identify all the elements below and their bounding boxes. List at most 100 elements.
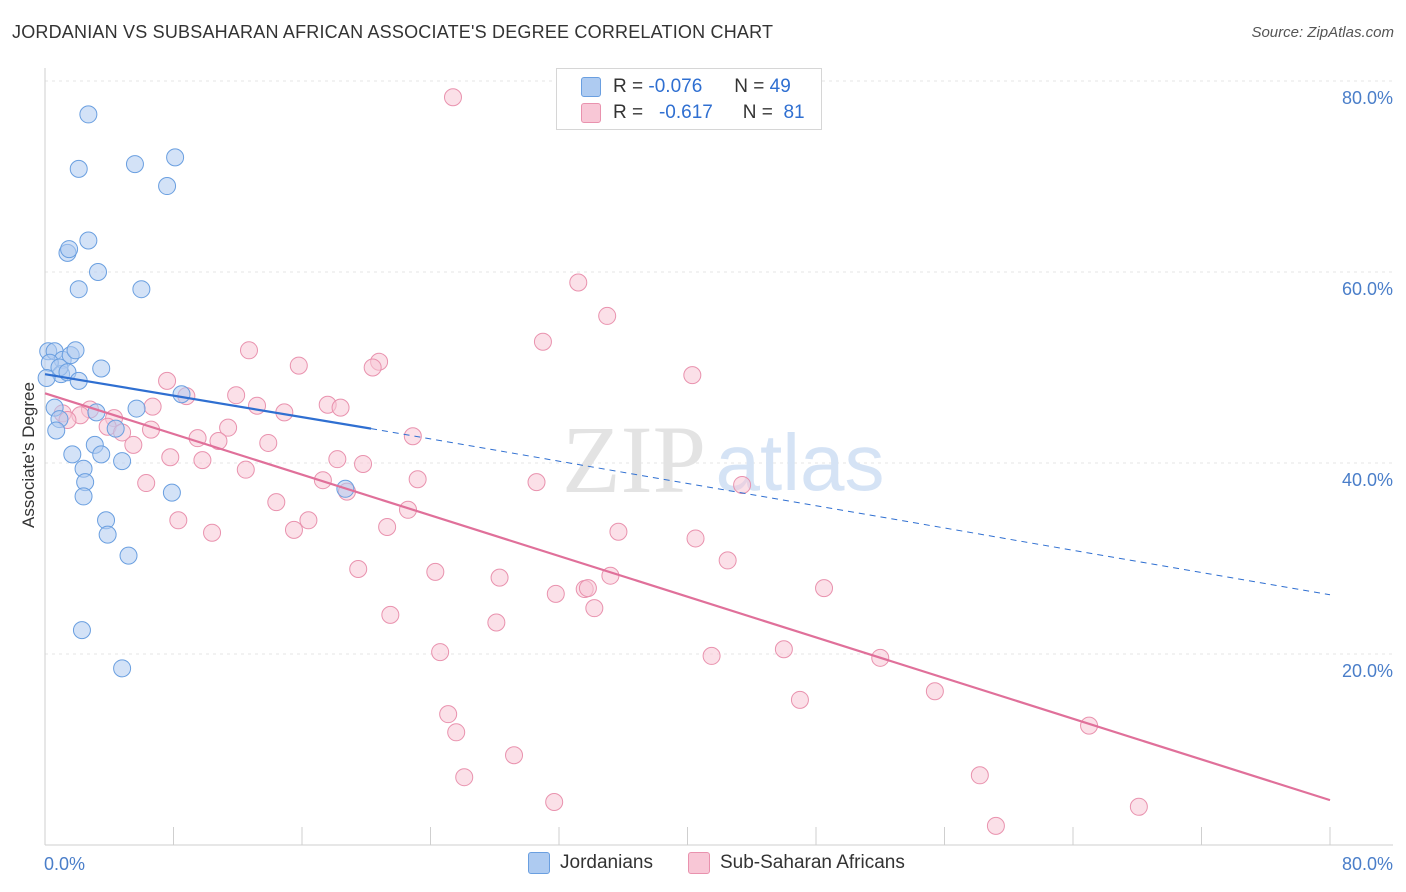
subsaharan-point [578, 579, 597, 598]
subsaharan-point [609, 522, 628, 541]
subsaharan-point [447, 723, 466, 742]
y-axis-label: Associate's Degree [19, 382, 38, 528]
subsaharan-point [239, 341, 258, 360]
subsaharan-point [219, 418, 238, 437]
subsaharan-point [686, 529, 705, 548]
jordanian-point [60, 240, 79, 259]
subsaharan-point [426, 562, 445, 581]
subsaharan-point [403, 427, 422, 446]
legend-r-label: R = [613, 102, 644, 123]
y-tick-label: 20.0% [1342, 661, 1393, 681]
subsaharan-point [1129, 797, 1148, 816]
subsaharan-point [533, 332, 552, 351]
subsaharan-point [236, 460, 255, 479]
subsaharan-point [455, 768, 474, 787]
legend-n-value: 81 [783, 102, 805, 123]
legend-item-jordanians[interactable]: Jordanians [528, 852, 653, 874]
subsaharan-point [408, 470, 427, 489]
subsaharan-point [986, 816, 1005, 835]
jordanian-point [132, 280, 151, 299]
y-tick-label: 60.0% [1342, 279, 1393, 299]
subsaharan-point [487, 613, 506, 632]
jordanian-point [63, 445, 82, 464]
source-label: Source: ZipAtlas.com [1251, 24, 1394, 41]
jordanian-point [113, 659, 132, 678]
jordanian-trend-line [44, 373, 372, 430]
subsaharan-points [53, 88, 1148, 835]
subsaharan-point [505, 746, 524, 765]
subsaharan-point [718, 551, 737, 570]
subsaharan-point [203, 523, 222, 542]
legend-r-value: -0.076 [648, 76, 703, 97]
subsaharan-point [585, 599, 604, 618]
subsaharan-point [431, 643, 450, 662]
subsaharan-point [227, 386, 246, 405]
subsaharan-point [284, 520, 303, 539]
jordanian-point [125, 155, 144, 174]
subsaharan-point [490, 568, 509, 587]
subsaharan-point [331, 398, 350, 417]
jordanian-point [92, 445, 111, 464]
subsaharan-point [299, 511, 318, 530]
jordanian-point [106, 419, 125, 438]
jordanian-point [79, 231, 98, 250]
y-tick-label: 80.0% [1342, 88, 1393, 108]
subsaharan-point [143, 397, 162, 416]
subsaharan-trend-line [44, 392, 1331, 802]
subsaharan-point [158, 371, 177, 390]
subsaharan-point [925, 682, 944, 701]
jordanian-point [74, 487, 93, 506]
subsaharan-point [774, 640, 793, 659]
subsaharan-point [289, 356, 308, 375]
watermark: ZIP atlas [562, 406, 884, 513]
jordanian-point [69, 159, 88, 178]
legend-row-jordanians: R = -0.076 N = 49 [581, 74, 791, 100]
legend-n-label: N = [734, 76, 765, 97]
subsaharan-point [683, 366, 702, 385]
legend-r-value: -0.617 [658, 102, 713, 123]
legend-r-label: R = [613, 76, 644, 97]
subsaharan-point [193, 451, 212, 470]
subsaharan-point [790, 690, 809, 709]
subsaharan-point [439, 705, 458, 724]
chart-title: JORDANIAN VS SUBSAHARAN AFRICAN ASSOCIAT… [12, 22, 774, 42]
subsaharan-point [569, 273, 588, 292]
subsaharan-point [545, 793, 564, 812]
subsaharan-point [349, 560, 368, 579]
subsaharan-point [378, 517, 397, 536]
legend-label-subsaharan: Sub-Saharan Africans [720, 852, 905, 873]
subsaharan-point [267, 493, 286, 512]
subsaharan-point [328, 450, 347, 469]
jordanian-point [119, 546, 138, 565]
subsaharan-point [598, 306, 617, 325]
jordanian-point [79, 105, 98, 124]
jordanian-points [37, 105, 355, 678]
jordanian-point [37, 369, 56, 388]
subsaharan-point [815, 579, 834, 598]
jordanian-point [66, 341, 85, 360]
subsaharan-point [546, 584, 565, 603]
legend-n-value: 49 [769, 76, 791, 97]
axes [44, 68, 1393, 846]
subsaharan-point [169, 511, 188, 530]
jordanian-point [92, 359, 111, 378]
jordanian-point [172, 385, 191, 404]
legend-swatch-pink [581, 103, 601, 123]
subsaharan-point [259, 433, 278, 452]
subsaharan-point [137, 474, 156, 493]
x-tick-label: 0.0% [44, 854, 85, 874]
legend-swatch-blue [581, 77, 601, 97]
jordanian-point [127, 399, 146, 418]
subsaharan-point [209, 432, 228, 451]
subsaharan-point [702, 646, 721, 665]
legend-swatch-pink [688, 852, 710, 874]
watermark-zip: ZIP [562, 406, 706, 513]
grid-lines [45, 80, 1393, 655]
jordanian-point [166, 148, 185, 167]
series-legend: Jordanians Sub-Saharan Africans [0, 852, 1406, 878]
jordanian-point [89, 263, 108, 281]
subsaharan-point [161, 448, 180, 467]
jordanian-point [47, 421, 66, 440]
legend-item-subsaharan[interactable]: Sub-Saharan Africans [688, 852, 905, 874]
subsaharan-point [443, 88, 462, 107]
